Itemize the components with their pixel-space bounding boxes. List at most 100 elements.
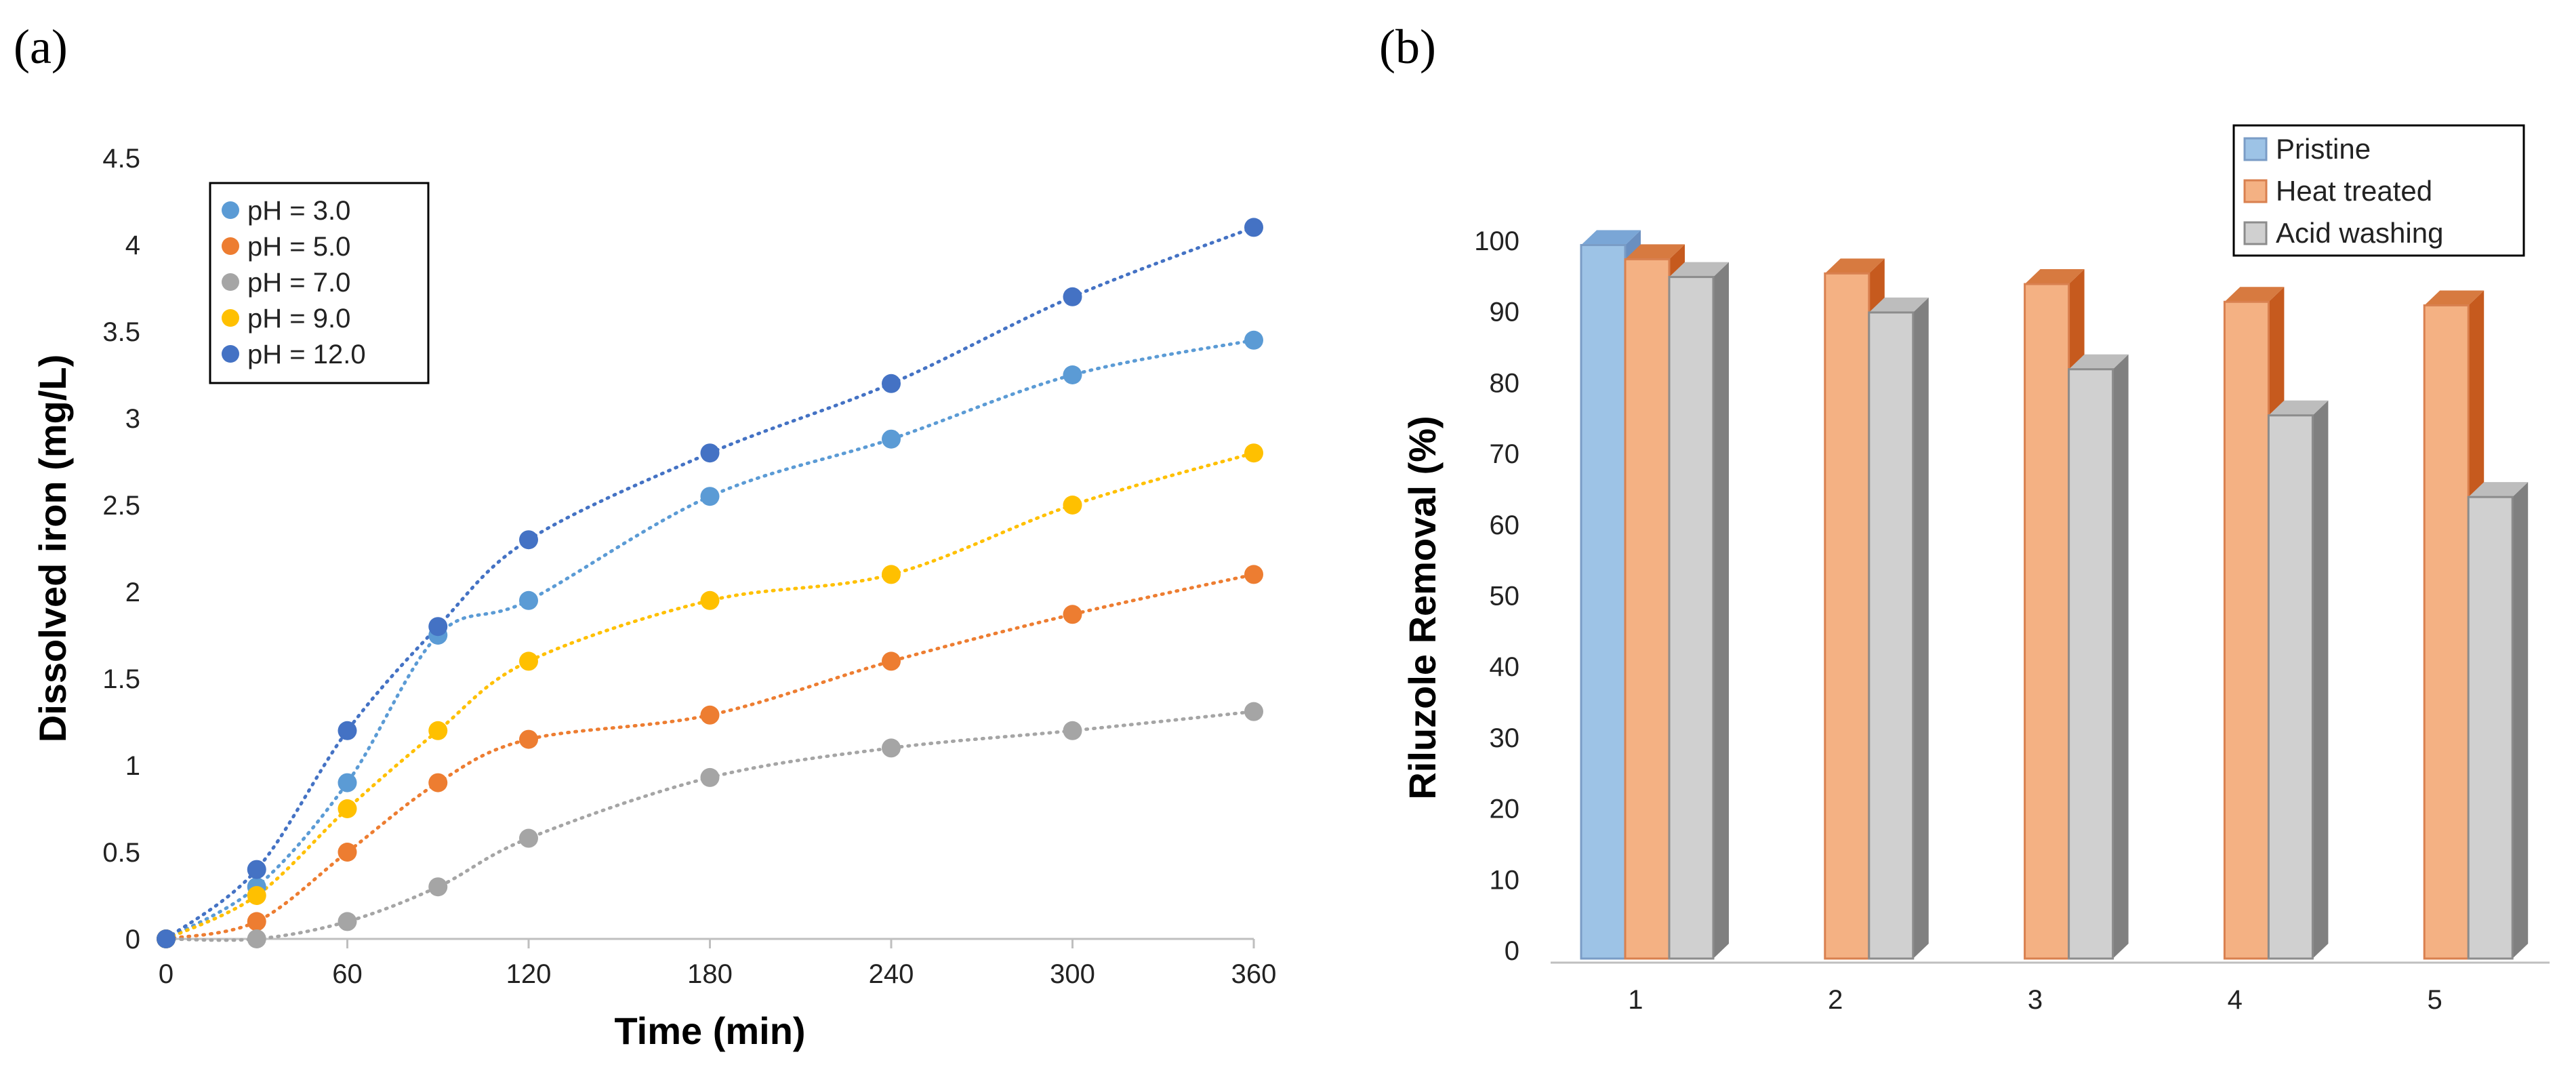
x-tick-label: 360 xyxy=(1231,959,1277,989)
x-axis-title: Time (min) xyxy=(614,1009,805,1052)
legend-swatch-acid-washing xyxy=(2243,221,2268,245)
y-tick-label: 3.5 xyxy=(102,317,140,347)
data-point-ph-3-0 xyxy=(700,487,720,506)
data-point-ph-12-0 xyxy=(700,443,720,463)
data-point-ph-12-0 xyxy=(1063,287,1082,306)
data-point-ph-5-0 xyxy=(882,651,901,671)
data-point-ph-7-0 xyxy=(247,929,266,948)
y-tick-label: 90 xyxy=(1490,298,1520,327)
data-point-ph-7-0 xyxy=(1244,702,1263,721)
data-point-ph-3-0 xyxy=(519,590,538,610)
bar-top-heat-treated xyxy=(2224,287,2285,302)
legend-label-ph-7-0: pH = 7.0 xyxy=(247,268,350,298)
data-point-ph-9-0 xyxy=(882,565,901,584)
legend-swatch-pristine xyxy=(2243,137,2268,161)
bar-top-acid-washing xyxy=(1669,262,1729,277)
bar-top-acid-washing xyxy=(2268,400,2329,416)
bar-top-heat-treated xyxy=(1824,258,1885,274)
bar-top-heat-treated xyxy=(1625,244,1685,260)
y-tick-label: 1 xyxy=(125,751,140,781)
y-tick-label: 0.5 xyxy=(102,838,140,868)
y-tick-label: 40 xyxy=(1490,652,1520,682)
legend-label-ph-12-0: pH = 12.0 xyxy=(247,340,366,369)
x-tick-label: 4 xyxy=(2228,985,2243,1015)
data-point-ph-12-0 xyxy=(882,374,901,393)
data-point-ph-7-0 xyxy=(338,912,357,931)
x-tick-label: 5 xyxy=(2427,985,2442,1015)
legend-marker-ph-3-0 xyxy=(222,201,239,219)
bar-heat-treated xyxy=(2223,300,2270,960)
data-point-ph-12-0 xyxy=(519,530,538,550)
legend-label-ph-5-0: pH = 5.0 xyxy=(247,232,350,262)
legend-marker-ph-5-0 xyxy=(222,237,239,255)
data-point-ph-5-0 xyxy=(700,705,720,725)
legend-marker-ph-9-0 xyxy=(222,309,239,327)
trendline-ph-5-0 xyxy=(164,572,1256,941)
bar-top-pristine xyxy=(1581,230,1641,245)
trendline-ph-9-0 xyxy=(164,451,1256,941)
bar-top-heat-treated xyxy=(2024,269,2085,285)
data-point-ph-9-0 xyxy=(700,590,720,610)
y-tick-label: 3 xyxy=(125,404,140,434)
y-tick-label: 10 xyxy=(1490,865,1520,895)
data-point-ph-12-0 xyxy=(1244,218,1263,237)
y-tick-label: 4 xyxy=(125,230,140,260)
y-tick-label: 0 xyxy=(125,925,140,955)
legend-marker-ph-7-0 xyxy=(222,273,239,291)
data-point-ph-3-0 xyxy=(1063,365,1082,384)
data-point-ph-9-0 xyxy=(338,799,357,818)
y-axis-title: Dissolved iron (mg/L) xyxy=(31,355,74,743)
legend-swatch-heat-treated xyxy=(2243,179,2268,203)
bar-side-acid-washing xyxy=(1913,297,1929,959)
bar-acid-washing xyxy=(2467,496,2514,960)
data-point-ph-7-0 xyxy=(1063,721,1082,740)
x-tick-label: 0 xyxy=(159,959,173,989)
bar-heat-treated xyxy=(2423,304,2470,960)
data-point-ph-9-0 xyxy=(1063,496,1082,515)
y-tick-label: 2.5 xyxy=(102,491,140,521)
legend-label-heat-treated: Heat treated xyxy=(2276,175,2432,207)
chart-a-dissolved-iron: 0 60 120 180 240 300 360 0 0.5 1 1.5 2 2.5 3 3.5 4 4.5 Ti… xyxy=(31,144,1277,1052)
data-point-ph-7-0 xyxy=(700,767,720,787)
x-tick-label: 60 xyxy=(332,959,363,989)
data-point-ph-3-0 xyxy=(338,773,357,792)
y-tick-label: 0 xyxy=(1505,936,1519,966)
data-point-ph-5-0 xyxy=(247,912,266,931)
bar-side-acid-washing xyxy=(2112,354,2129,959)
data-point-ph-5-0 xyxy=(1244,565,1263,584)
data-point-ph-12-0 xyxy=(157,929,176,948)
bar-acid-washing xyxy=(2068,368,2114,960)
x-tick-label: 240 xyxy=(869,959,914,989)
bar-top-acid-washing xyxy=(2468,482,2529,498)
panel-label-b: (b) xyxy=(1379,20,1436,74)
legend-label-acid-washing: Acid washing xyxy=(2276,217,2443,249)
bar-top-acid-washing xyxy=(2068,354,2129,369)
y-tick-label: 100 xyxy=(1474,226,1519,256)
trendline-ph-7-0 xyxy=(164,710,1256,942)
legend-marker-ph-12-0 xyxy=(222,345,239,363)
panel-label-a: (a) xyxy=(14,20,68,74)
y-tick-label: 50 xyxy=(1490,582,1520,611)
bar-side-acid-washing xyxy=(2512,482,2529,959)
y-tick-label: 20 xyxy=(1490,795,1520,824)
bar-side-acid-washing xyxy=(1713,262,1729,959)
bar-heat-treated xyxy=(1624,258,1671,960)
bar-heat-treated xyxy=(1824,272,1870,960)
legend-box xyxy=(209,182,430,384)
data-point-ph-5-0 xyxy=(1063,605,1082,624)
x-tick-label: 2 xyxy=(1828,985,1843,1015)
data-point-ph-5-0 xyxy=(338,843,357,862)
bar-pristine xyxy=(1580,243,1627,960)
y-tick-label: 2 xyxy=(125,578,140,607)
data-point-ph-9-0 xyxy=(247,886,266,905)
y-tick-label: 70 xyxy=(1490,439,1520,469)
legend-label-ph-9-0: pH = 9.0 xyxy=(247,304,350,334)
data-point-ph-9-0 xyxy=(519,651,538,671)
data-point-ph-7-0 xyxy=(519,828,538,848)
y-tick-label: 30 xyxy=(1490,723,1520,753)
data-point-ph-7-0 xyxy=(882,738,901,758)
x-tick-label: 3 xyxy=(2028,985,2043,1015)
data-point-ph-9-0 xyxy=(428,721,448,740)
x-tick-label: 300 xyxy=(1050,959,1095,989)
y-tick-label: 80 xyxy=(1490,368,1520,398)
